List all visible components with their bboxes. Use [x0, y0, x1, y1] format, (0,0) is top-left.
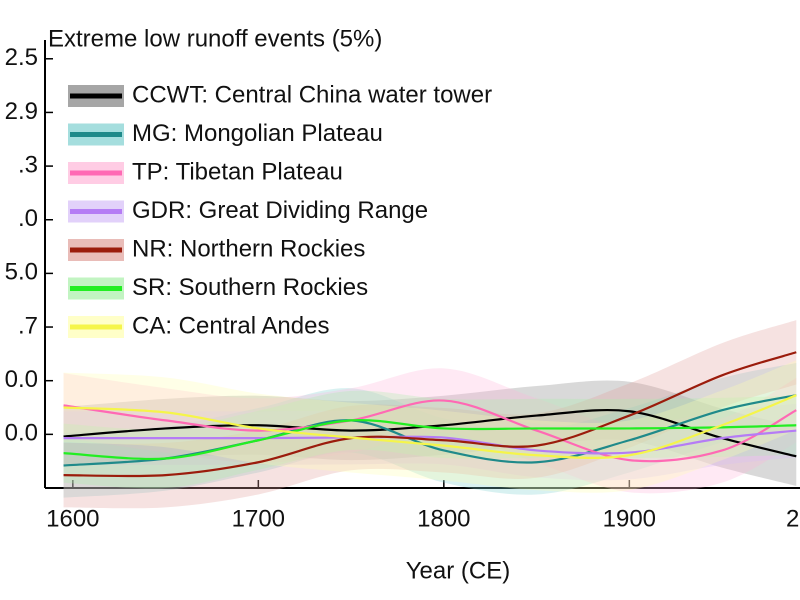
uncertainty-band	[63, 320, 797, 509]
uncertainty-band	[63, 368, 797, 494]
chart-title: Extreme low runoff events (5%)	[48, 25, 382, 52]
series-line	[63, 399, 797, 463]
legend-label: SR: Southern Rockies	[132, 274, 368, 301]
y-tick-label: 5.0	[5, 259, 38, 286]
series-line	[63, 394, 797, 459]
uncertainty-band	[63, 403, 797, 481]
y-tick-label: .7	[18, 312, 38, 339]
legend-label: CA: Central Andes	[132, 312, 329, 339]
x-tick-label: 1900	[603, 505, 656, 532]
uncertainty-band	[63, 380, 797, 486]
x-tick-label: 1800	[417, 505, 470, 532]
legend-label: GDR: Great Dividing Range	[132, 197, 428, 224]
legend-label: MG: Mongolian Plateau	[132, 120, 383, 147]
x-axis-label: Year (CE)	[406, 557, 510, 584]
y-tick-label: .3	[18, 151, 38, 178]
y-tick-label: 0.0	[5, 366, 38, 393]
y-tick-label: 0.0	[5, 420, 38, 447]
series-line	[63, 429, 797, 455]
x-tick-label: 1700	[232, 505, 285, 532]
series-line	[63, 408, 797, 458]
x-tick-label: 1600	[46, 505, 99, 532]
plot-area	[63, 320, 797, 509]
y-tick-label: 2.9	[5, 98, 38, 125]
series-line	[63, 419, 797, 460]
legend-label: CCWT: Central China water tower	[132, 81, 492, 108]
legend-label: NR: Northern Rockies	[132, 235, 365, 262]
y-tick-label: 2.5	[5, 44, 38, 71]
x-tick-label: 2	[786, 505, 799, 532]
y-tick-label: .0	[18, 205, 38, 232]
series-line	[63, 351, 797, 478]
legend-label: TP: Tibetan Plateau	[132, 158, 343, 185]
